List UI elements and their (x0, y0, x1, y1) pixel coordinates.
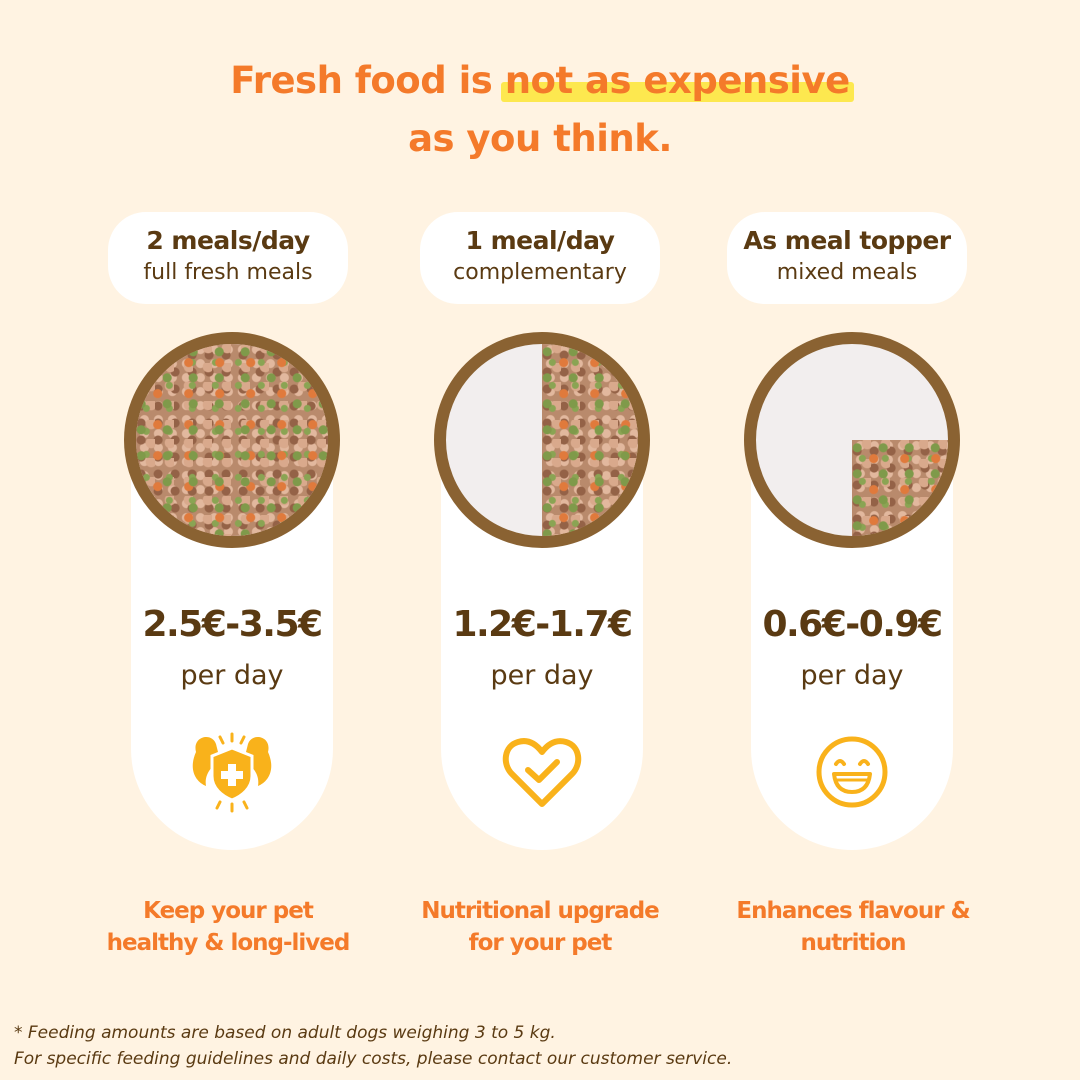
benefit-text: Nutritional upgrade for your pet (380, 895, 700, 959)
headline-text: Fresh food is (230, 59, 505, 102)
plan-title: As meal topper (743, 226, 951, 255)
benefit-line: nutrition (800, 930, 906, 956)
plan-title: 1 meal/day (465, 226, 615, 255)
footnote: * Feeding amounts are based on adult dog… (14, 1020, 1074, 1072)
benefit-text: Keep your pet healthy & long-lived (68, 895, 388, 959)
food-portion-quarter (852, 440, 948, 536)
food-portion-full (136, 344, 328, 536)
price-unit: per day (180, 660, 284, 691)
price-range: 2.5€-3.5€ (142, 604, 323, 645)
smiley-face-icon (810, 730, 894, 818)
plan-subtitle: mixed meals (776, 260, 918, 285)
headline-highlight: not as expensive (500, 52, 854, 110)
benefit-line: Nutritional upgrade (421, 898, 660, 924)
plan-subtitle: full fresh meals (143, 260, 313, 285)
benefit-line: healthy & long-lived (106, 930, 351, 956)
plan-label-pill: As meal topper mixed meals (727, 212, 967, 304)
headline-line-2: as you think. (408, 117, 672, 160)
plan-label-pill: 1 meal/day complementary (420, 212, 660, 304)
price-range: 0.6€-0.9€ (762, 604, 943, 645)
plan-title: 2 meals/day (146, 226, 310, 255)
plan-label-pill: 2 meals/day full fresh meals (108, 212, 348, 304)
food-bowl-quarter (744, 332, 960, 548)
price-unit: per day (800, 660, 904, 691)
headline-line-1: Fresh food is not as expensive (0, 52, 1080, 110)
headline: Fresh food is not as expensive as you th… (0, 52, 1080, 168)
benefit-line: for your pet (468, 930, 613, 956)
food-bowl-full (124, 332, 340, 548)
food-bowl-half (434, 332, 650, 548)
price-unit: per day (490, 660, 594, 691)
strong-shield-icon (182, 730, 282, 818)
footnote-line: For specific feeding guidelines and dail… (14, 1049, 733, 1069)
price-range: 1.2€-1.7€ (452, 604, 633, 645)
plan-subtitle: complementary (453, 260, 627, 285)
heart-check-icon (500, 730, 584, 818)
benefit-line: Enhances flavour & (736, 898, 970, 924)
benefit-line: Keep your pet (143, 898, 314, 924)
footnote-line: * Feeding amounts are based on adult dog… (14, 1023, 556, 1043)
benefit-text: Enhances flavour & nutrition (693, 895, 1013, 959)
food-portion-half (542, 344, 638, 536)
